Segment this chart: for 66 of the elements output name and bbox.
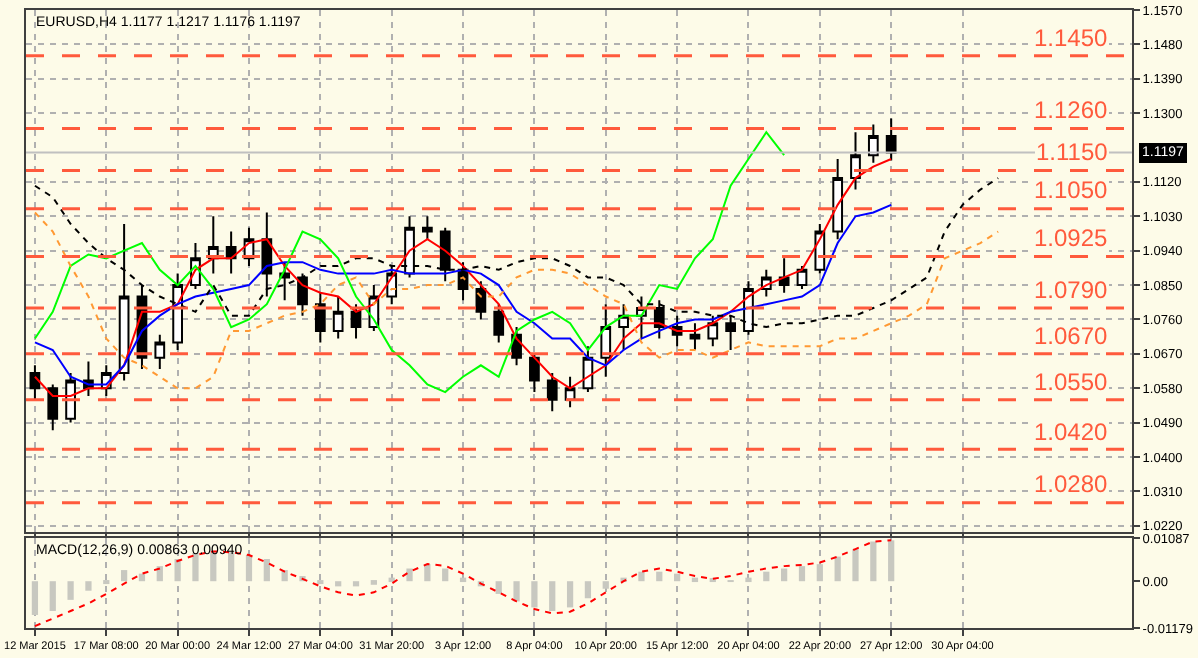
bar <box>745 577 752 583</box>
line-series <box>33 131 786 394</box>
bar <box>335 581 342 587</box>
bar <box>852 549 859 582</box>
bar <box>192 553 199 582</box>
bar <box>549 581 556 611</box>
bar <box>67 581 74 600</box>
candlestick <box>404 215 415 279</box>
candlestick <box>493 303 505 344</box>
bar <box>513 581 520 602</box>
candlestick <box>332 295 344 340</box>
bar <box>228 552 235 582</box>
bar <box>834 556 841 582</box>
ref-line-label: 1.0790 <box>1034 276 1109 304</box>
candlestick <box>867 123 879 164</box>
line-series <box>33 203 893 386</box>
ref-line-label: 1.0925 <box>1034 224 1109 252</box>
bar <box>495 581 502 594</box>
line-series <box>33 158 893 397</box>
candlestick <box>689 322 701 352</box>
candlestick <box>297 272 308 317</box>
ref-line-label: 1.0670 <box>1034 322 1109 350</box>
bar <box>602 581 609 589</box>
bar <box>424 564 431 582</box>
bar <box>263 558 270 582</box>
bar <box>888 540 895 582</box>
candlestick <box>439 226 451 283</box>
bar <box>638 571 645 582</box>
candlestick <box>885 117 897 162</box>
candlestick <box>832 158 844 241</box>
bar <box>870 541 877 582</box>
ref-line-label: 1.1150 <box>1036 138 1109 166</box>
bar <box>798 566 806 582</box>
bar <box>121 570 128 582</box>
bar <box>352 581 360 587</box>
bar <box>566 581 574 608</box>
candlestick <box>154 333 166 371</box>
ref-line-label: 1.0550 <box>1034 368 1109 396</box>
candlestick <box>618 303 629 352</box>
bar <box>781 568 788 582</box>
ref-line-label: 1.1450 <box>1034 24 1109 52</box>
bar <box>245 555 253 582</box>
candlestick <box>279 261 291 302</box>
candlestick <box>546 371 558 413</box>
ref-line-label: 1.1050 <box>1034 176 1109 204</box>
bar <box>584 581 592 599</box>
bar <box>763 571 770 582</box>
candlestick <box>778 257 790 294</box>
bar <box>406 568 413 582</box>
bar <box>85 581 92 591</box>
bar <box>656 571 663 582</box>
ref-line-label: 1.0280 <box>1034 470 1109 498</box>
candlestick <box>47 383 59 432</box>
bar <box>31 581 39 615</box>
bar <box>442 568 449 582</box>
candlestick <box>422 215 433 241</box>
line-series <box>33 211 1000 390</box>
ref-line-label: 1.0420 <box>1034 418 1109 446</box>
candlestick <box>225 230 237 275</box>
bar <box>49 581 56 611</box>
candlestick <box>850 131 861 191</box>
line-series <box>33 539 893 628</box>
bar <box>816 564 823 582</box>
candlestick <box>350 303 362 340</box>
ref-line-label: 1.1260 <box>1034 96 1109 124</box>
bar <box>531 581 538 608</box>
